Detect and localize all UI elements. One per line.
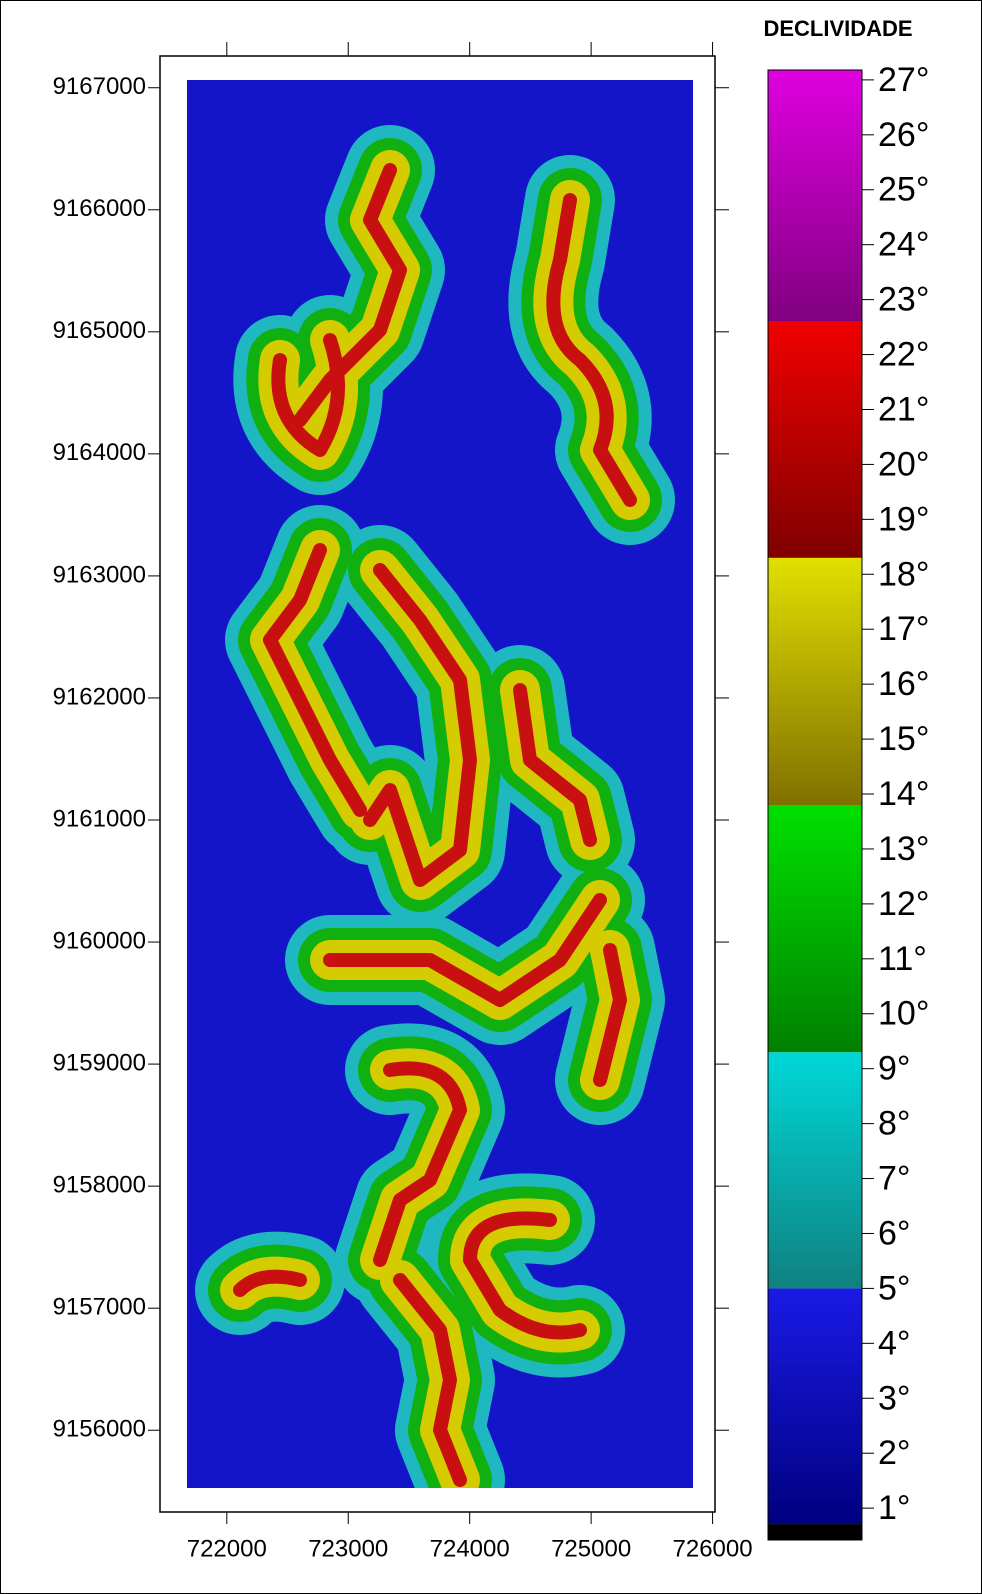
colorbar-tick-label: 17°: [878, 610, 929, 648]
x-tick-label: 723000: [308, 1535, 388, 1562]
colorbar-tick-label: 13°: [878, 830, 929, 868]
colorbar-tick-label: 26°: [878, 116, 929, 154]
colorbar-band: [768, 70, 862, 322]
colorbar-tick-label: 23°: [878, 281, 929, 319]
colorbar-tick-label: 3°: [878, 1379, 911, 1417]
colorbar-tick-label: 27°: [878, 61, 929, 99]
colorbar-tick-label: 6°: [878, 1214, 911, 1252]
colorbar-tick-label: 5°: [878, 1269, 911, 1307]
slope-map: DECLIVIDADE 722000 723000 724000 725000 7260…: [0, 0, 982, 1594]
y-tick-label: 9157000: [53, 1294, 146, 1321]
x-tick-label: 726000: [673, 1535, 753, 1562]
colorbar-tick-label: 21°: [878, 390, 929, 428]
colorbar-tick-label: 2°: [878, 1434, 911, 1472]
colorbar-tick-label: 19°: [878, 500, 929, 538]
colorbar-title: DECLIVIDADE: [763, 16, 912, 41]
colorbar-tick-label: 4°: [878, 1324, 911, 1362]
colorbar-band: [768, 322, 862, 558]
colorbar-tick-label: 18°: [878, 555, 929, 593]
y-tick-label: 9166000: [53, 195, 146, 222]
y-tick-label: 9162000: [53, 683, 146, 710]
y-tick-label: 9167000: [53, 73, 146, 100]
colorbar-band: [768, 558, 862, 805]
y-tick-label: 9158000: [53, 1171, 146, 1198]
y-tick-label: 9165000: [53, 317, 146, 344]
y-tick-label: 9160000: [53, 927, 146, 954]
y-tick-label: 9156000: [53, 1416, 146, 1443]
y-tick-label: 9161000: [53, 805, 146, 832]
x-tick-label: 725000: [551, 1535, 631, 1562]
y-tick-label: 9164000: [53, 439, 146, 466]
slope-raster: [187, 80, 693, 1488]
colorbar-tick-label: 20°: [878, 445, 929, 483]
colorbar-tick-label: 22°: [878, 336, 929, 374]
colorbar-tick-label: 9°: [878, 1050, 911, 1088]
y-tick-label: 9159000: [53, 1049, 146, 1076]
colorbar-band: [768, 1524, 862, 1540]
x-tick-label: 724000: [430, 1535, 510, 1562]
colorbar-tick-label: 15°: [878, 720, 929, 758]
colorbar-tick-label: 12°: [878, 885, 929, 923]
x-tick-label: 722000: [187, 1535, 267, 1562]
colorbar-tick-label: 24°: [878, 226, 929, 264]
colorbar-tick-label: 7°: [878, 1160, 911, 1198]
colorbar-tick-label: 1°: [878, 1489, 911, 1527]
colorbar-tick-label: 11°: [878, 940, 927, 978]
colorbar-tick-label: 8°: [878, 1105, 911, 1143]
colorbar-tick-label: 16°: [878, 665, 929, 703]
colorbar-band: [768, 1288, 862, 1524]
colorbar-band: [768, 1052, 862, 1288]
colorbar-tick-label: 10°: [878, 995, 929, 1033]
colorbar-tick-label: 14°: [878, 775, 929, 813]
colorbar-tick-label: 25°: [878, 171, 929, 209]
y-tick-label: 9163000: [53, 561, 146, 588]
colorbar-band: [768, 805, 862, 1052]
